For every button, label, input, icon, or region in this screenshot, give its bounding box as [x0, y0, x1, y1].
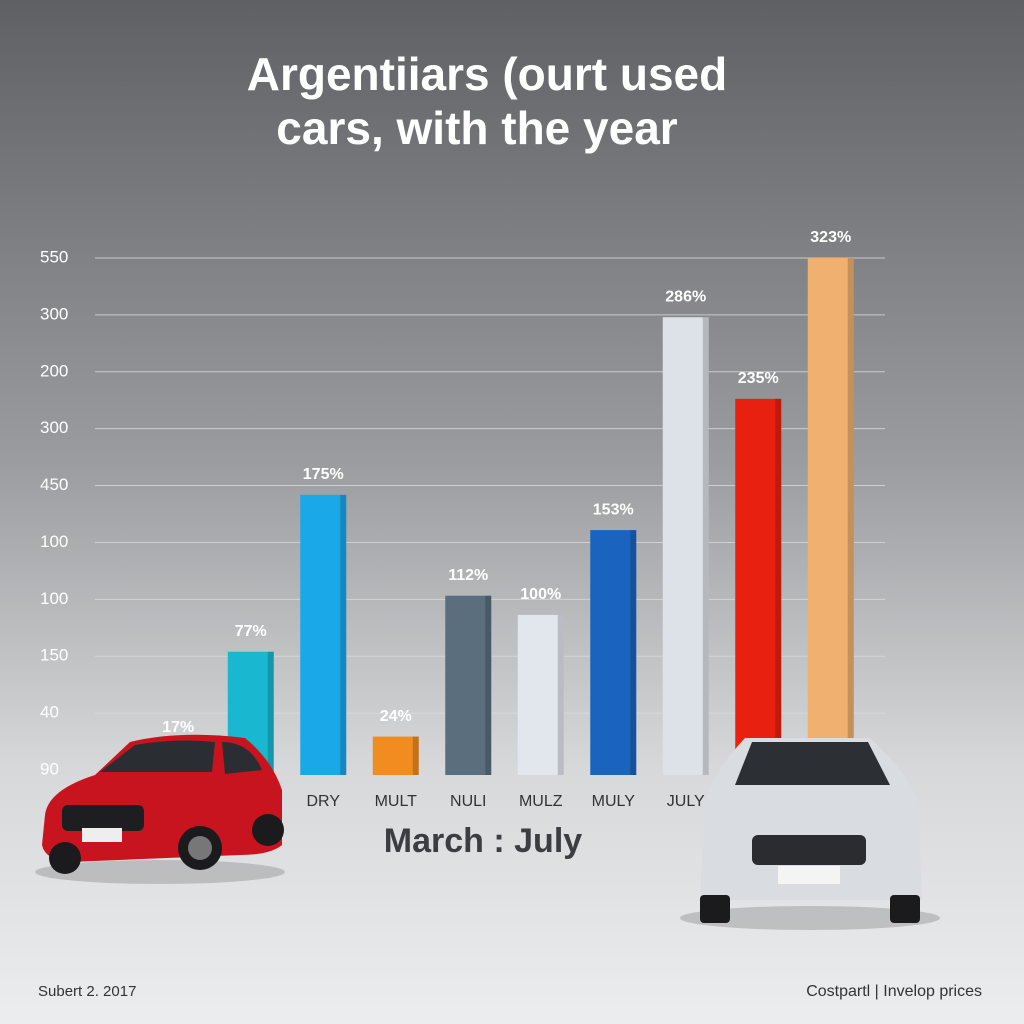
y-axis-label: 300 [40, 304, 68, 323]
value-label: 112% [448, 567, 488, 584]
footer-right: Costpartl | Invelop prices [806, 983, 982, 1000]
y-axis-label: 40 [40, 703, 59, 722]
red-car [35, 734, 285, 884]
y-axis-label: 150 [40, 646, 68, 665]
x-tick-label: JULY [667, 793, 705, 810]
y-axis-label: 200 [40, 361, 68, 380]
x-tick-label: MULY [592, 793, 636, 810]
value-label: 235% [738, 370, 779, 387]
bar-side [267, 651, 274, 775]
bar [662, 317, 709, 775]
bar-side [340, 494, 347, 775]
y-axis-label: 100 [40, 532, 68, 551]
bar [807, 258, 854, 775]
chart-title: Argentiiars (ourt used [247, 48, 728, 100]
y-axis-label: 90 [40, 759, 59, 778]
x-tick-label: MULT [375, 793, 418, 810]
bar [300, 494, 347, 775]
bar-side [412, 736, 419, 775]
y-axis-label: 450 [40, 475, 68, 494]
bars: 17% 77% 175% DRY 24% MULT 112% NULI 100% MULZ 153%… [155, 229, 854, 810]
value-label: 323% [810, 229, 851, 246]
x-tick-label: NULI [450, 793, 486, 810]
x-tick-label: MULZ [519, 793, 563, 810]
value-label: 100% [520, 586, 561, 603]
value-label: 153% [593, 501, 634, 518]
bar [517, 614, 564, 775]
y-axis-label: 300 [40, 418, 68, 437]
bar-side [847, 258, 854, 775]
bar [372, 736, 419, 775]
x-tick-label: DRY [307, 793, 341, 810]
value-label: 77% [235, 623, 267, 640]
value-label: 175% [303, 466, 344, 483]
silver-car [680, 738, 940, 930]
bar [445, 595, 492, 775]
chart-title: cars, with the year [276, 102, 677, 154]
grid: 550 300 200 300 450 100 100 150 40 90 [40, 247, 885, 778]
footer-left: Subert 2. 2017 [38, 983, 136, 1000]
bar [735, 398, 782, 775]
y-axis-label: 550 [40, 247, 68, 266]
bar-side [775, 398, 782, 775]
y-axis-label: 100 [40, 589, 68, 608]
bar-side [557, 614, 564, 775]
subtitle: March : July [384, 822, 582, 860]
bar [590, 530, 637, 775]
bar-side [702, 317, 709, 775]
bar-side [485, 595, 492, 775]
bar-side [630, 530, 637, 775]
value-label: 17% [162, 719, 194, 736]
value-label: 24% [380, 708, 412, 725]
value-label: 286% [665, 288, 706, 305]
